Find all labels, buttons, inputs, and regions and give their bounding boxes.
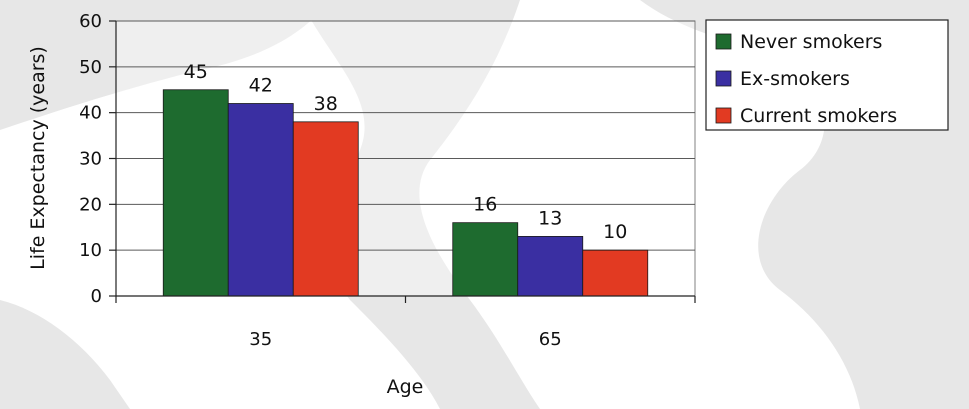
y-tick-label: 30 <box>79 149 102 170</box>
bar-ex-smokers-65 <box>517 236 584 297</box>
x-tick-label: 65 <box>539 329 562 350</box>
y-tick-label: 50 <box>79 57 102 78</box>
bars <box>162 89 649 297</box>
y-axis-ticks: 0 10 20 30 40 50 60 <box>79 11 116 307</box>
data-label: 16 <box>473 194 497 216</box>
legend-label: Ex-smokers <box>740 68 850 90</box>
data-labels: 45 42 38 16 13 10 <box>184 61 628 243</box>
data-label: 45 <box>184 61 208 83</box>
bar-never-smokers-65 <box>452 222 519 297</box>
bar-current-smokers-65 <box>582 249 649 297</box>
bar-never-smokers-35 <box>162 89 229 297</box>
y-tick-label: 60 <box>79 11 102 32</box>
legend-label: Current smokers <box>740 105 897 127</box>
y-tick-label: 40 <box>79 103 102 124</box>
data-label: 10 <box>603 221 627 243</box>
data-label: 38 <box>314 93 338 115</box>
legend-items: Never smokers Ex-smokers Current smokers <box>715 31 897 127</box>
y-tick-label: 10 <box>79 240 102 261</box>
data-label: 13 <box>538 207 562 229</box>
bar-ex-smokers-35 <box>227 103 294 297</box>
legend: Never smokers Ex-smokers Current smokers <box>705 19 949 131</box>
legend-swatch <box>715 107 732 124</box>
x-tick-label: 35 <box>249 329 272 350</box>
y-tick-label: 0 <box>91 286 102 307</box>
bar-current-smokers-35 <box>292 121 359 297</box>
x-axis-title: Age <box>387 376 424 398</box>
legend-label: Never smokers <box>740 31 882 53</box>
legend-swatch <box>715 70 732 87</box>
data-label: 42 <box>249 75 273 97</box>
x-axis-ticks: 35 65 <box>115 296 696 350</box>
y-tick-label: 20 <box>79 194 102 215</box>
background-shape-left <box>0 0 330 130</box>
legend-box <box>705 19 949 131</box>
y-axis-title: Life Expectancy (years) <box>27 46 49 270</box>
legend-swatch <box>715 33 732 50</box>
background-shape-bottom-left <box>0 300 130 409</box>
